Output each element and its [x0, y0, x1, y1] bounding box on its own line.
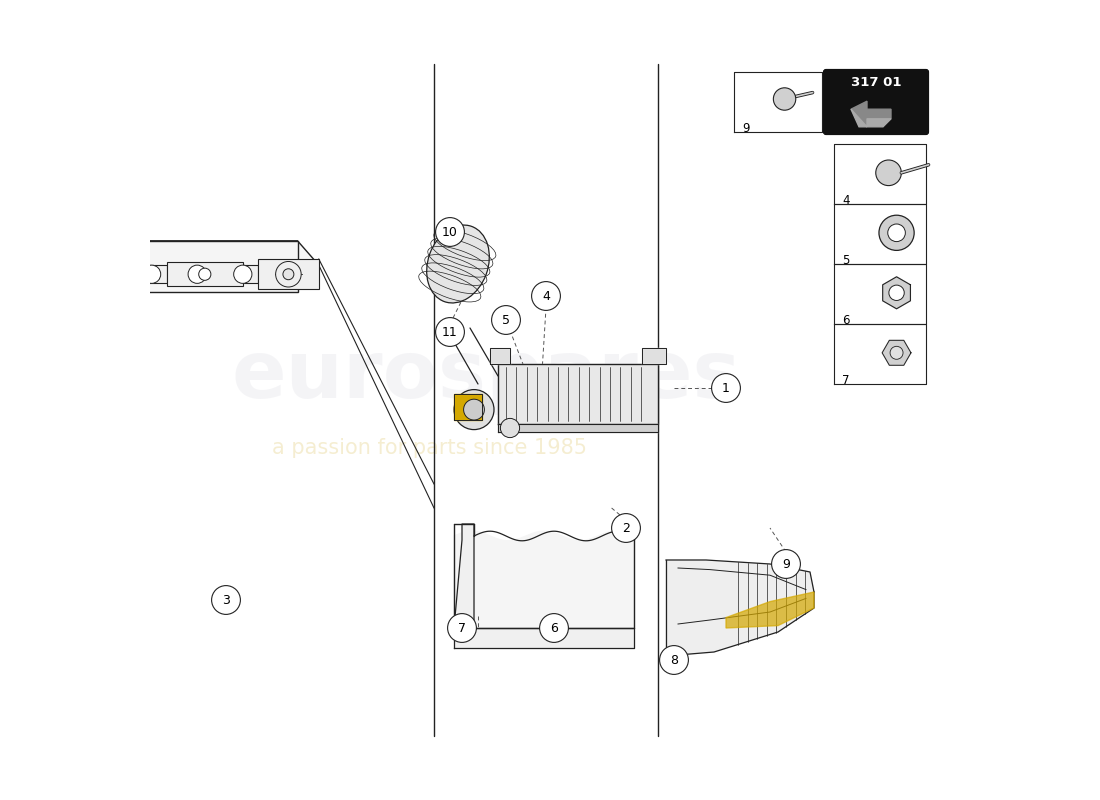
Text: 7: 7	[458, 622, 466, 634]
Polygon shape	[851, 110, 891, 127]
Circle shape	[211, 586, 241, 614]
Circle shape	[876, 160, 901, 186]
Circle shape	[92, 274, 101, 283]
Polygon shape	[76, 241, 97, 293]
Text: 5: 5	[502, 314, 510, 326]
Text: 6: 6	[550, 622, 558, 634]
Circle shape	[89, 273, 104, 288]
Text: a passion for parts since 1985: a passion for parts since 1985	[273, 438, 587, 458]
Text: 3: 3	[222, 594, 230, 606]
Circle shape	[86, 251, 108, 273]
Circle shape	[771, 550, 801, 578]
Text: 9: 9	[742, 122, 749, 135]
Polygon shape	[91, 265, 121, 283]
Text: 1: 1	[722, 382, 730, 394]
Polygon shape	[498, 364, 658, 424]
Polygon shape	[136, 265, 167, 283]
Circle shape	[890, 346, 903, 359]
Text: 7: 7	[842, 374, 849, 387]
Polygon shape	[834, 144, 926, 204]
Circle shape	[199, 268, 211, 280]
Circle shape	[88, 270, 106, 287]
Circle shape	[188, 265, 207, 283]
Circle shape	[500, 418, 519, 438]
Text: 8: 8	[670, 654, 678, 666]
Polygon shape	[882, 340, 911, 366]
Circle shape	[454, 390, 494, 430]
Circle shape	[91, 257, 102, 267]
Polygon shape	[454, 531, 634, 628]
Circle shape	[712, 374, 740, 402]
FancyBboxPatch shape	[824, 70, 928, 134]
Circle shape	[233, 265, 252, 283]
Circle shape	[436, 218, 464, 246]
Polygon shape	[454, 524, 474, 628]
Circle shape	[283, 269, 294, 280]
Text: eurospares: eurospares	[231, 337, 740, 415]
Circle shape	[143, 265, 161, 283]
Polygon shape	[834, 324, 926, 384]
Polygon shape	[258, 259, 319, 290]
Text: 10: 10	[442, 226, 458, 238]
Polygon shape	[76, 241, 297, 293]
Polygon shape	[882, 277, 911, 309]
Polygon shape	[167, 262, 243, 286]
Polygon shape	[726, 592, 814, 628]
Circle shape	[540, 614, 569, 642]
Text: 9: 9	[782, 558, 790, 570]
Text: 11: 11	[442, 326, 458, 338]
Polygon shape	[642, 348, 666, 364]
Polygon shape	[490, 348, 510, 364]
Circle shape	[660, 646, 689, 674]
Text: 5: 5	[842, 254, 849, 267]
Polygon shape	[182, 265, 212, 283]
Polygon shape	[734, 72, 822, 132]
Text: 6: 6	[842, 314, 849, 327]
Polygon shape	[666, 560, 814, 656]
Text: 4: 4	[842, 194, 849, 207]
Circle shape	[276, 262, 301, 287]
Circle shape	[463, 399, 484, 420]
Polygon shape	[498, 424, 658, 432]
Polygon shape	[81, 271, 112, 290]
Text: 2: 2	[623, 522, 630, 534]
Polygon shape	[454, 628, 634, 648]
Ellipse shape	[427, 225, 490, 303]
Polygon shape	[454, 394, 482, 420]
Circle shape	[879, 215, 914, 250]
Circle shape	[492, 306, 520, 334]
Circle shape	[448, 614, 476, 642]
Text: 317 01: 317 01	[850, 76, 901, 90]
Text: 4: 4	[542, 290, 550, 302]
Polygon shape	[834, 204, 926, 264]
Circle shape	[888, 224, 905, 242]
Circle shape	[773, 88, 795, 110]
Polygon shape	[851, 102, 891, 127]
Circle shape	[531, 282, 560, 310]
Polygon shape	[76, 241, 319, 265]
Polygon shape	[228, 265, 258, 283]
Circle shape	[436, 318, 464, 346]
Circle shape	[97, 265, 116, 283]
Circle shape	[612, 514, 640, 542]
Circle shape	[889, 285, 904, 301]
Polygon shape	[834, 264, 926, 324]
